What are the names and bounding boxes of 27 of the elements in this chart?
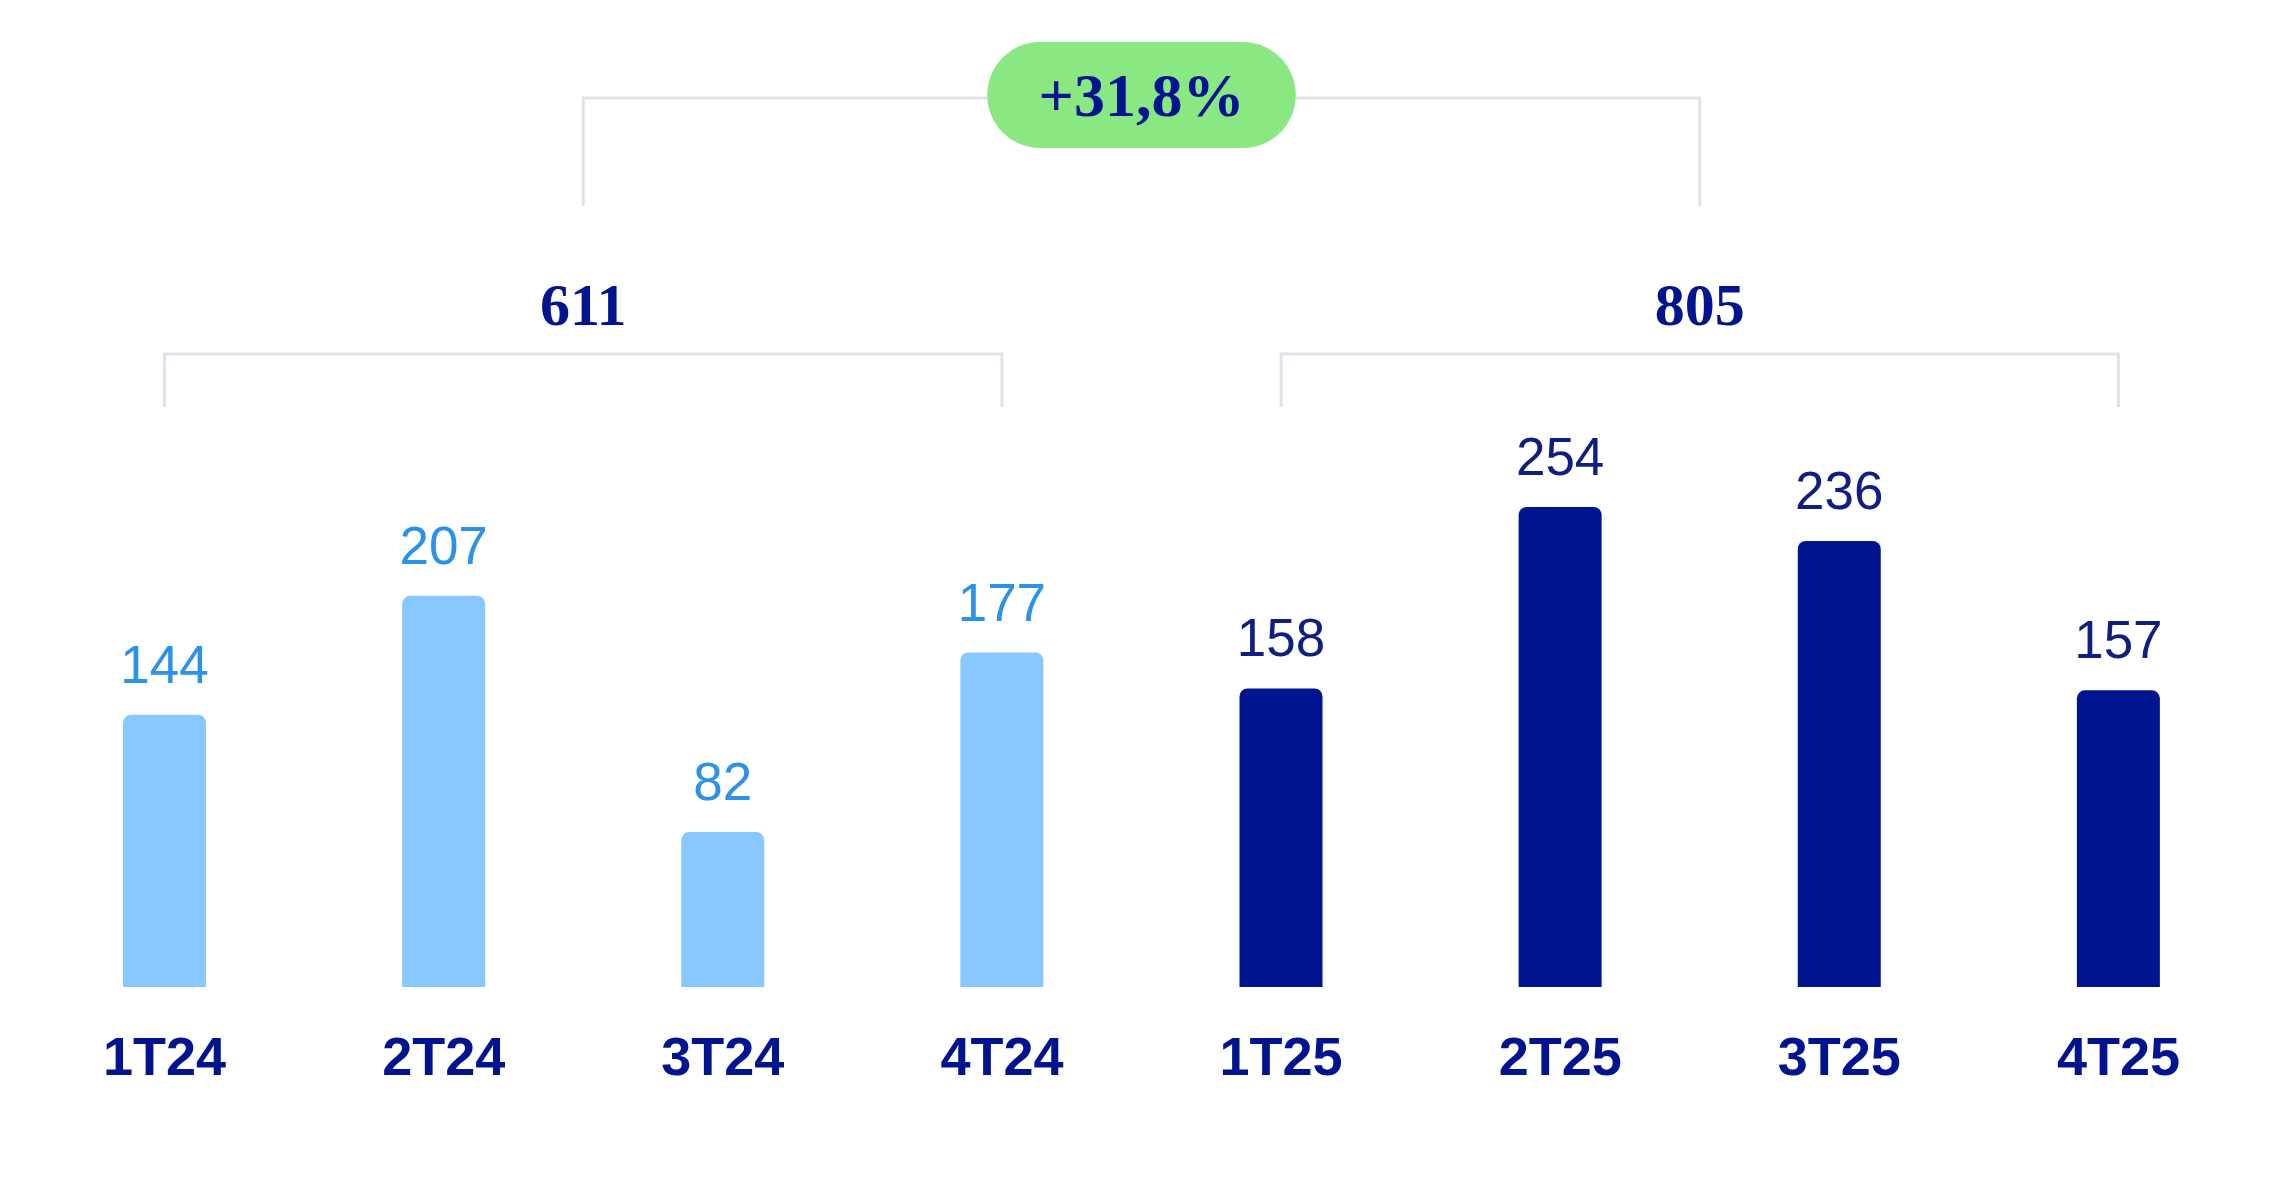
- text: 611: [539, 272, 627, 338]
- text: +31,8%: [1038, 61, 1245, 130]
- x-tick-label: 2T24: [382, 1026, 506, 1087]
- bar: [960, 652, 1044, 987]
- bar: [1797, 541, 1881, 987]
- bar: [402, 595, 486, 987]
- x-tick-label: 3T25: [1777, 1026, 1901, 1087]
- text: 805: [1654, 272, 1745, 338]
- data-label: 236: [1795, 461, 1884, 521]
- bar: [2076, 690, 2160, 987]
- x-tick-label: 1T24: [103, 1026, 227, 1087]
- x-tick-label: 4T24: [940, 1026, 1064, 1087]
- data-label: 158: [1236, 608, 1326, 668]
- data-label: 144: [120, 634, 209, 694]
- data-label: 177: [957, 572, 1047, 632]
- bar: [123, 714, 206, 987]
- x-tick-label: 4T25: [2056, 1026, 2180, 1087]
- x-tick-label: 3T24: [661, 1026, 785, 1087]
- bar: [1239, 688, 1323, 987]
- x-tick-label: 2T25: [1498, 1026, 1622, 1087]
- data-label: 254: [1515, 427, 1605, 486]
- x-tick-label: 1T25: [1219, 1026, 1343, 1087]
- data-label: 82: [693, 752, 753, 812]
- bar: [681, 832, 765, 987]
- bar: [1518, 507, 1602, 987]
- data-label: 157: [2074, 610, 2163, 670]
- data-label: 207: [399, 515, 488, 575]
